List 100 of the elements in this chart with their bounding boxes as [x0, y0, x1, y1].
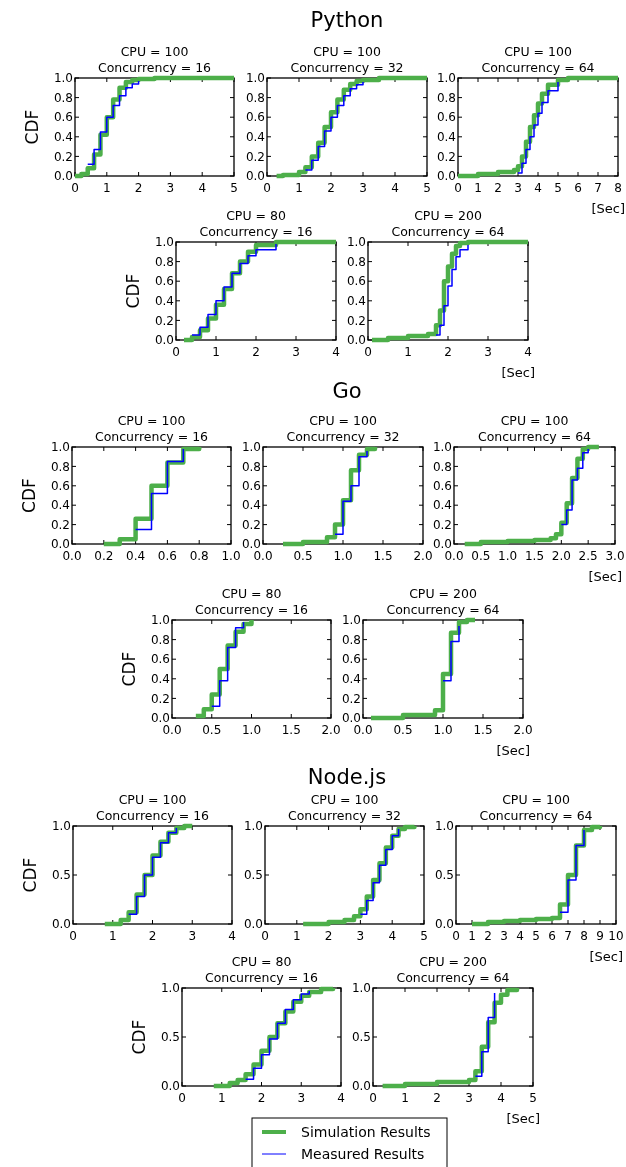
- y-tick-label: 0.2: [154, 313, 174, 328]
- y-tick-label: 0.4: [241, 498, 261, 513]
- y-tick-label: 0.2: [436, 149, 456, 164]
- x-tick-label: 4: [228, 929, 236, 943]
- x-tick-label: 3: [356, 929, 365, 943]
- y-tick-label: 0.4: [432, 498, 452, 513]
- y-tick-label: 1.0: [245, 71, 265, 86]
- x-tick-label: 0: [178, 1091, 186, 1105]
- chart-title: CPU = 100: [313, 44, 381, 59]
- y-tick-label: 0.6: [346, 274, 366, 289]
- y-tick-label: 0.4: [436, 130, 456, 144]
- y-tick-label: 0.8: [341, 632, 361, 647]
- y-axis-title: CDF: [19, 478, 39, 513]
- x-tick-label: 4: [497, 1091, 505, 1105]
- x-tick-label: 2.0: [321, 723, 341, 737]
- chart-subtitle: Concurrency = 64: [479, 808, 593, 823]
- y-tick-label: 0.0: [245, 169, 265, 184]
- x-tick-label: 3: [500, 929, 508, 943]
- y-tick-label: 1.0: [53, 71, 73, 86]
- x-axis-title: [Sec]: [589, 949, 623, 964]
- y-tick-label: 1.0: [243, 819, 263, 834]
- x-tick-label: 0.4: [126, 549, 146, 563]
- y-tick-label: 0.4: [50, 498, 70, 513]
- y-tick-label: 0.2: [245, 149, 265, 164]
- y-tick-label: 1.0: [346, 235, 366, 250]
- x-tick-label: 5: [532, 929, 540, 943]
- x-tick-label: 1.0: [498, 549, 518, 563]
- x-tick-label: 0: [454, 181, 462, 195]
- x-tick-label: 3: [166, 181, 175, 195]
- x-tick-label: 0: [364, 345, 372, 359]
- x-tick-label: 3: [292, 345, 300, 359]
- x-tick-label: 1.5: [373, 549, 393, 563]
- chart-subtitle: Concurrency = 16: [204, 970, 319, 985]
- y-tick-label: 1.0: [150, 613, 170, 628]
- y-tick-label: 0.0: [346, 333, 366, 348]
- x-tick-label: 3: [484, 345, 492, 359]
- x-tick-label: 5: [529, 1091, 537, 1105]
- y-tick-label: 0.8: [436, 90, 456, 105]
- y-tick-label: 0.4: [341, 672, 361, 686]
- chart-title: CPU = 100: [504, 44, 572, 59]
- y-tick-label: 0.6: [53, 110, 73, 125]
- y-tick-label: 0.5: [434, 868, 454, 883]
- x-tick-label: 8: [580, 929, 588, 943]
- y-tick-label: 0.0: [150, 711, 170, 726]
- x-tick-label: 4: [332, 345, 340, 359]
- chart-subtitle: Concurrency = 64: [386, 602, 500, 617]
- y-tick-label: 0.0: [53, 169, 73, 184]
- y-tick-label: 1.0: [51, 819, 71, 834]
- y-tick-label: 0.8: [245, 90, 265, 105]
- x-tick-label: 3.0: [605, 549, 625, 563]
- x-tick-label: 1.5: [524, 549, 545, 563]
- x-tick-label: 1: [295, 181, 303, 195]
- y-tick-label: 0.2: [50, 517, 70, 532]
- y-tick-label: 0.6: [50, 479, 70, 493]
- y-tick-label: 1.0: [341, 613, 361, 628]
- y-tick-label: 0.6: [154, 274, 174, 289]
- y-tick-label: 0.0: [243, 917, 263, 932]
- y-tick-label: 0.2: [341, 691, 361, 706]
- x-tick-label: 2: [252, 345, 260, 359]
- x-tick-label: 0: [172, 345, 180, 359]
- chart-subtitle: Concurrency = 16: [94, 429, 209, 444]
- y-tick-label: 0.0: [436, 169, 456, 184]
- chart-title: CPU = 200: [409, 586, 477, 601]
- x-axis-title: [Sec]: [506, 1111, 540, 1126]
- x-tick-label: 1.5: [281, 723, 301, 737]
- x-tick-label: 1: [468, 929, 476, 943]
- text: Node.js: [307, 765, 387, 789]
- x-tick-label: 0.0: [62, 549, 82, 563]
- chart-subtitle: Concurrency = 32: [286, 429, 400, 444]
- y-tick-label: 0.2: [346, 313, 366, 328]
- chart-title: CPU = 80: [226, 208, 286, 223]
- x-tick-label: 1: [401, 1091, 409, 1105]
- y-tick-label: 0.0: [434, 917, 454, 932]
- y-tick-label: 0.8: [150, 632, 170, 647]
- y-tick-label: 0.4: [346, 294, 366, 308]
- x-tick-label: 2.5: [578, 549, 598, 563]
- x-tick-label: 5: [423, 181, 431, 195]
- y-tick-label: 0.6: [341, 652, 361, 667]
- y-tick-label: 0.6: [241, 479, 261, 493]
- chart-title: CPU = 200: [414, 208, 482, 223]
- y-tick-label: 1.0: [160, 981, 180, 996]
- x-tick-label: 4: [337, 1091, 345, 1105]
- chart-title: CPU = 100: [120, 44, 189, 59]
- chart-subtitle: Concurrency = 64: [481, 60, 595, 75]
- y-tick-label: 1.0: [351, 981, 371, 996]
- y-tick-label: 0.8: [432, 459, 452, 474]
- y-tick-label: 0.5: [243, 868, 263, 883]
- chart-subtitle: Concurrency = 64: [477, 429, 592, 444]
- x-tick-label: 0.8: [189, 549, 209, 563]
- x-tick-label: 6: [548, 929, 556, 943]
- y-tick-label: 0.6: [436, 110, 456, 125]
- x-tick-label: 5: [554, 181, 562, 195]
- x-tick-label: 0.2: [94, 549, 114, 563]
- x-tick-label: 3: [465, 1091, 473, 1105]
- y-tick-label: 0.0: [50, 537, 70, 552]
- y-tick-label: 0.2: [150, 691, 170, 706]
- x-tick-label: 4: [524, 345, 532, 359]
- chart-subtitle: Concurrency = 16: [194, 602, 309, 617]
- y-tick-label: 0.0: [341, 711, 361, 726]
- x-tick-label: 0: [261, 929, 269, 943]
